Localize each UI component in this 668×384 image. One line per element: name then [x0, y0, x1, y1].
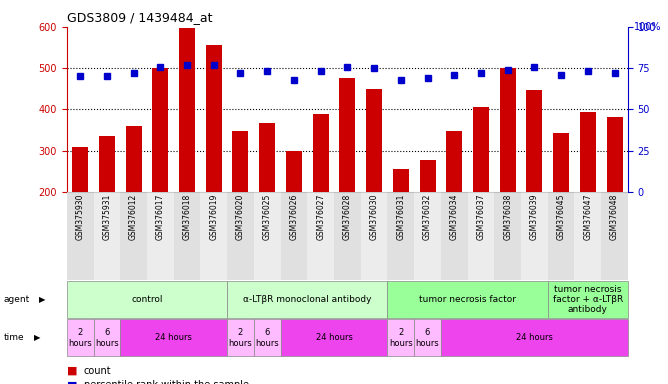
Bar: [126, 126, 142, 275]
Bar: [286, 151, 302, 275]
Bar: [521, 192, 548, 280]
Bar: [473, 108, 489, 275]
Text: 24 hours: 24 hours: [516, 333, 553, 343]
Bar: [227, 319, 254, 356]
Bar: [147, 192, 174, 280]
Text: GSM376019: GSM376019: [209, 194, 218, 240]
Bar: [387, 192, 414, 280]
Bar: [281, 319, 387, 356]
Text: ■: ■: [67, 380, 77, 384]
Text: GSM376047: GSM376047: [583, 194, 593, 240]
Bar: [548, 281, 628, 318]
Text: GSM376048: GSM376048: [610, 194, 619, 240]
Text: GSM376045: GSM376045: [556, 194, 566, 240]
Text: GSM376025: GSM376025: [263, 194, 272, 240]
Text: GSM376030: GSM376030: [369, 194, 379, 240]
Text: GSM375931: GSM375931: [102, 194, 112, 240]
Text: GSM376037: GSM376037: [476, 194, 486, 240]
Bar: [387, 281, 548, 318]
Bar: [366, 89, 382, 275]
Bar: [387, 319, 414, 356]
Text: tumor necrosis
factor + α-LTβR
antibody: tumor necrosis factor + α-LTβR antibody: [552, 285, 623, 314]
Bar: [232, 131, 248, 275]
Bar: [72, 147, 88, 275]
Bar: [441, 319, 628, 356]
Text: percentile rank within the sample: percentile rank within the sample: [84, 380, 248, 384]
Bar: [120, 319, 227, 356]
Bar: [67, 192, 94, 280]
Text: agent: agent: [3, 295, 29, 304]
Bar: [468, 192, 494, 280]
Bar: [281, 192, 307, 280]
Text: tumor necrosis factor: tumor necrosis factor: [419, 295, 516, 304]
Bar: [227, 192, 254, 280]
Bar: [393, 169, 409, 275]
Bar: [601, 192, 628, 280]
Bar: [99, 136, 115, 275]
Bar: [553, 133, 569, 275]
Bar: [94, 192, 120, 280]
Text: 6
hours: 6 hours: [255, 328, 279, 348]
Bar: [67, 281, 227, 318]
Bar: [67, 319, 94, 356]
Text: 6
hours: 6 hours: [95, 328, 119, 348]
Bar: [500, 68, 516, 275]
Bar: [259, 122, 275, 275]
Bar: [580, 113, 596, 275]
Bar: [420, 160, 436, 275]
Text: GSM376027: GSM376027: [316, 194, 325, 240]
Bar: [494, 192, 521, 280]
Bar: [574, 192, 601, 280]
Bar: [94, 319, 120, 356]
Text: 6
hours: 6 hours: [415, 328, 440, 348]
Text: α-LTβR monoclonal antibody: α-LTβR monoclonal antibody: [243, 295, 371, 304]
Text: 100%: 100%: [633, 22, 661, 32]
Bar: [548, 192, 574, 280]
Bar: [313, 114, 329, 275]
Bar: [339, 78, 355, 275]
Text: GSM376034: GSM376034: [450, 194, 459, 240]
Text: 2
hours: 2 hours: [68, 328, 92, 348]
Text: 2
hours: 2 hours: [228, 328, 253, 348]
Bar: [254, 319, 281, 356]
Bar: [607, 117, 623, 275]
Text: 2
hours: 2 hours: [389, 328, 413, 348]
Text: GSM376018: GSM376018: [182, 194, 192, 240]
Text: GSM376026: GSM376026: [289, 194, 299, 240]
Text: GSM376028: GSM376028: [343, 194, 352, 240]
Text: control: control: [131, 295, 163, 304]
Text: time: time: [3, 333, 24, 343]
Text: ▶: ▶: [34, 333, 41, 343]
Text: GSM376032: GSM376032: [423, 194, 432, 240]
Text: count: count: [84, 366, 111, 376]
Text: 24 hours: 24 hours: [155, 333, 192, 343]
Text: ■: ■: [67, 366, 77, 376]
Bar: [179, 28, 195, 275]
Text: GDS3809 / 1439484_at: GDS3809 / 1439484_at: [67, 12, 212, 25]
Bar: [526, 90, 542, 275]
Text: GSM376031: GSM376031: [396, 194, 405, 240]
Text: GSM376012: GSM376012: [129, 194, 138, 240]
Bar: [206, 45, 222, 275]
Bar: [254, 192, 281, 280]
Bar: [152, 68, 168, 275]
Bar: [200, 192, 227, 280]
Text: ▶: ▶: [39, 295, 45, 304]
Bar: [414, 192, 441, 280]
Bar: [120, 192, 147, 280]
Bar: [174, 192, 200, 280]
Bar: [227, 281, 387, 318]
Text: 24 hours: 24 hours: [315, 333, 353, 343]
Bar: [441, 192, 468, 280]
Text: GSM376038: GSM376038: [503, 194, 512, 240]
Bar: [446, 131, 462, 275]
Bar: [414, 319, 441, 356]
Text: GSM376039: GSM376039: [530, 194, 539, 240]
Bar: [307, 192, 334, 280]
Bar: [361, 192, 387, 280]
Text: GSM376020: GSM376020: [236, 194, 245, 240]
Text: GSM375930: GSM375930: [75, 194, 85, 240]
Bar: [334, 192, 361, 280]
Text: GSM376017: GSM376017: [156, 194, 165, 240]
